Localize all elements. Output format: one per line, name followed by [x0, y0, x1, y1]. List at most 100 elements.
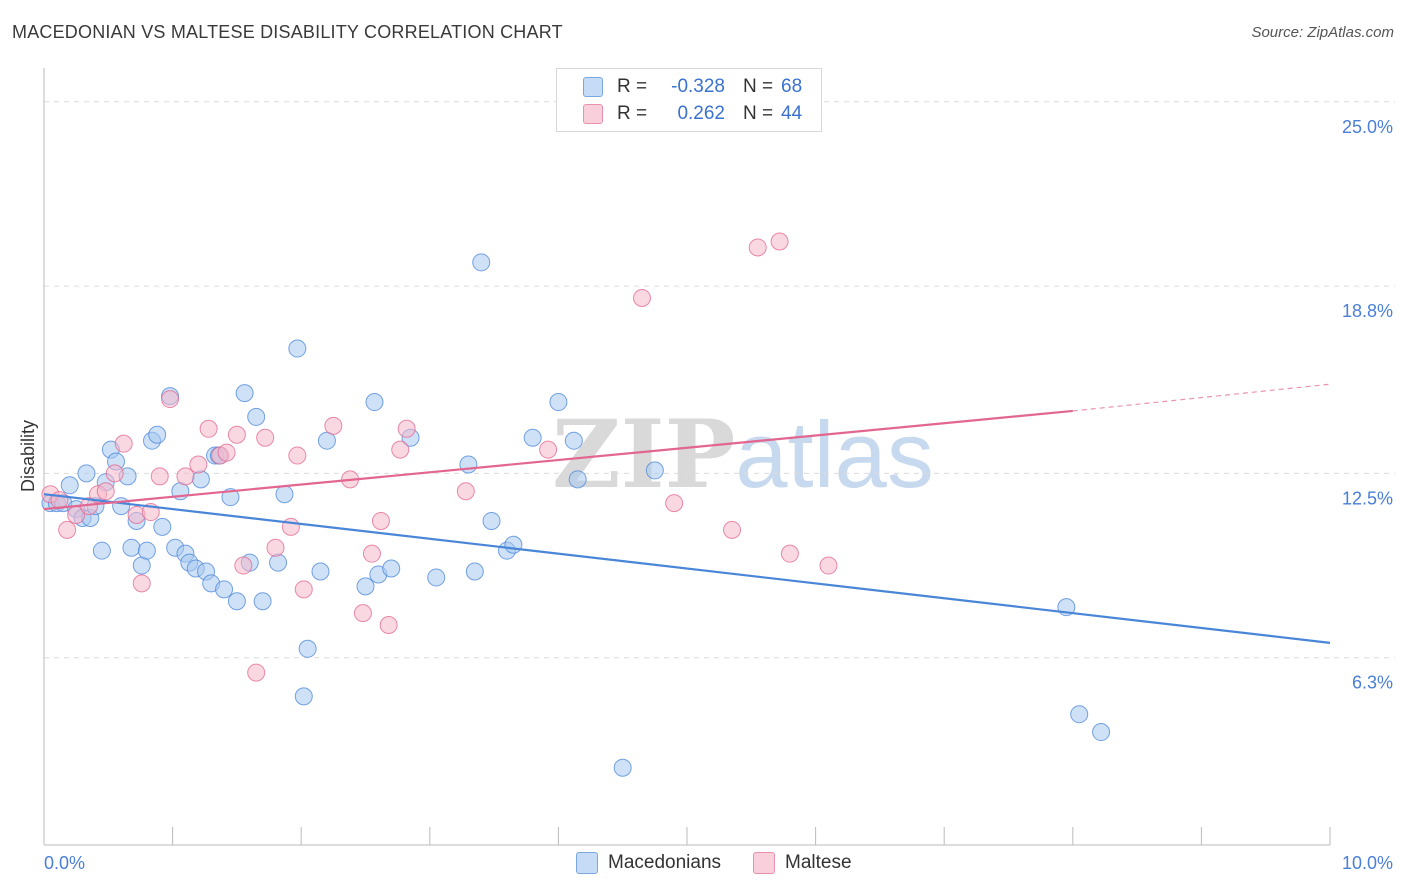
maltese-point: [256, 428, 275, 447]
macedonians-point: [504, 535, 523, 554]
maltese-point: [234, 556, 253, 575]
macedonians-point: [613, 758, 632, 777]
maltese-point: [539, 440, 558, 459]
maltese-point: [105, 464, 124, 483]
macedonians-point: [645, 461, 664, 480]
macedonians-point: [60, 476, 79, 495]
macedonians-points: [41, 253, 1111, 777]
macedonians-point: [275, 485, 294, 504]
macedonians-point: [191, 470, 210, 489]
legend-swatch-maltese: [583, 104, 603, 124]
legend-row-maltese: R = 0.262 N = 44: [583, 102, 802, 126]
macedonians-point: [92, 541, 111, 560]
maltese-point: [294, 580, 313, 599]
n-value: 68: [781, 76, 803, 97]
maltese-point: [176, 467, 195, 486]
y-tick-label: 18.8%: [1342, 301, 1393, 321]
macedonians-point: [253, 592, 272, 611]
macedonians-point: [269, 553, 288, 572]
macedonians-point: [472, 253, 491, 272]
maltese-point: [150, 467, 169, 486]
maltese-point: [665, 494, 684, 513]
macedonians-point: [148, 425, 167, 444]
maltese-point: [397, 419, 416, 438]
legend-label-maltese: Maltese: [785, 852, 852, 873]
maltese-point: [199, 419, 218, 438]
r-label: R =: [617, 103, 648, 124]
maltese-point: [723, 520, 742, 539]
macedonians-point: [549, 393, 568, 412]
macedonians-point: [459, 455, 478, 474]
macedonians-point: [311, 562, 330, 581]
macedonians-point: [288, 339, 307, 358]
maltese-point: [632, 288, 651, 307]
legend-item-maltese: Maltese: [753, 852, 852, 874]
macedonians-point: [294, 687, 313, 706]
y-axis-title: Disability: [18, 420, 38, 492]
legend-label-macedonians: Macedonians: [608, 852, 722, 873]
macedonians-point: [227, 592, 246, 611]
macedonians-point: [523, 428, 542, 447]
macedonians-point: [465, 562, 484, 581]
macedonians-point: [215, 580, 234, 599]
maltese-point: [217, 443, 236, 462]
macedonians-point: [235, 384, 254, 403]
source-label: Source: ZipAtlas.com: [1251, 24, 1394, 41]
maltese-point: [748, 238, 767, 257]
stats-legend: R = -0.328 N = 68 R = 0.262 N = 44: [556, 68, 822, 132]
maltese-trend-extension: [1072, 383, 1331, 412]
n-value: 44: [781, 103, 803, 124]
n-label: N =: [743, 76, 774, 97]
maltese-point: [371, 511, 390, 530]
maltese-point: [379, 616, 398, 635]
legend-swatch-macedonians: [583, 77, 603, 97]
macedonians-point: [382, 559, 401, 578]
y-tick-label: 12.5%: [1342, 488, 1393, 508]
maltese-point: [819, 556, 838, 575]
x-tick-label: 10.0%: [1342, 853, 1393, 873]
r-value: -0.328: [671, 76, 725, 97]
maltese-point: [161, 390, 180, 409]
maltese-point: [456, 482, 475, 501]
maltese-point: [96, 482, 115, 501]
legend-row-macedonians: R = -0.328 N = 68: [583, 75, 802, 99]
maltese-trend-line: [43, 409, 1073, 511]
maltese-point: [353, 604, 372, 623]
n-label: N =: [743, 103, 774, 124]
macedonians-point: [153, 517, 172, 536]
legend-item-macedonians: Macedonians: [576, 852, 721, 874]
macedonians-point: [137, 541, 156, 560]
maltese-point: [266, 538, 285, 557]
y-tick-label: 6.3%: [1352, 673, 1393, 693]
macedonians-point: [298, 639, 317, 658]
series-legend: Macedonians Maltese: [576, 852, 884, 874]
y-tick-label: 25.0%: [1342, 117, 1393, 137]
maltese-point: [114, 434, 133, 453]
maltese-point: [362, 544, 381, 563]
maltese-point: [58, 520, 77, 539]
maltese-point: [189, 455, 208, 474]
maltese-point: [770, 232, 789, 251]
legend-swatch-macedonians: [576, 852, 598, 874]
macedonians-point: [356, 577, 375, 596]
x-tick-label: 0.0%: [44, 853, 85, 873]
maltese-points: [41, 232, 838, 682]
maltese-point: [227, 425, 246, 444]
macedonians-point: [427, 568, 446, 587]
macedonians-point: [247, 407, 266, 426]
maltese-point: [247, 663, 266, 682]
macedonians-point: [568, 470, 587, 489]
macedonians-point: [564, 431, 583, 450]
r-label: R =: [617, 76, 648, 97]
maltese-point: [132, 574, 151, 593]
macedonians-point: [77, 464, 96, 483]
macedonians-point: [482, 511, 501, 530]
tick-labels: 6.3% 12.5% 18.8% 25.0% 0.0% 10.0%: [44, 117, 1393, 873]
macedonians-point: [221, 488, 240, 507]
maltese-point: [324, 416, 343, 435]
macedonians-trend-line: [43, 493, 1331, 644]
gridlines: [44, 101, 1395, 659]
axes: [43, 68, 1331, 846]
r-value: 0.262: [677, 103, 725, 124]
